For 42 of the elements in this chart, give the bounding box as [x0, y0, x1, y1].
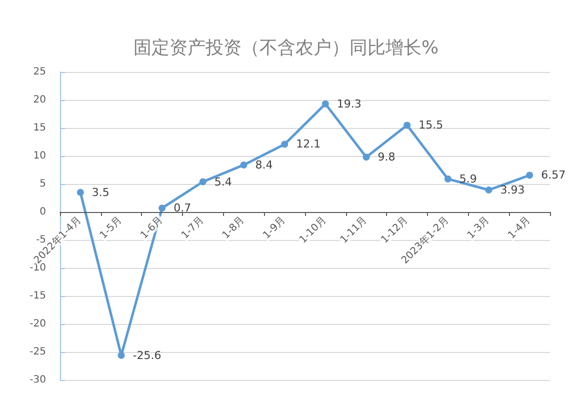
point	[76, 188, 84, 196]
data-label: 5.9	[459, 172, 477, 186]
x-tick-label: 1-7月	[180, 214, 206, 242]
data-label: 3.93	[500, 183, 525, 196]
y-tick-label: -20	[30, 318, 46, 330]
y-tick-label: 10	[33, 150, 46, 162]
point	[444, 175, 452, 182]
y-tick-label: 15	[33, 122, 46, 134]
point	[485, 186, 492, 194]
point	[158, 204, 166, 212]
y-tick-label: -30	[30, 374, 46, 386]
y-tick-label: 25	[33, 66, 46, 78]
x-tick-label: 1-8月	[220, 214, 247, 242]
x-tick-label: 1-3月	[466, 214, 492, 242]
data-label: 15.5	[418, 118, 444, 132]
data-label: 6.57	[541, 168, 566, 182]
chart-title: 固定资产投资（不含农户）同比增长%	[133, 38, 439, 58]
y-tick-label: -15	[30, 290, 46, 302]
data-label: 9.8	[378, 150, 396, 164]
point	[281, 140, 288, 148]
y-tick-label: -25	[30, 346, 46, 358]
x-tick-label: 1-9月	[261, 214, 288, 242]
point	[322, 100, 329, 108]
point	[404, 122, 411, 129]
point	[118, 352, 125, 359]
point	[362, 154, 370, 161]
data-label: 3.5	[92, 186, 110, 199]
y-tick-label: 5	[40, 178, 46, 190]
data-label: 8.4	[255, 158, 273, 172]
data-label: -25.6	[132, 348, 162, 362]
point	[526, 172, 534, 179]
y-tick-label: 20	[33, 94, 46, 106]
y-tick-label: -5	[36, 234, 46, 246]
x-tick-label: 1-5月	[98, 214, 124, 242]
data-label: 5.4	[214, 175, 232, 188]
x-tick-label: 1-4月	[506, 214, 533, 242]
point	[240, 161, 248, 168]
data-label: 12.1	[296, 138, 321, 151]
data-label: 19.3	[336, 97, 362, 110]
data-label: 0.7	[174, 202, 192, 215]
point	[199, 178, 206, 186]
x-tick-label: 1-6月	[138, 214, 166, 242]
